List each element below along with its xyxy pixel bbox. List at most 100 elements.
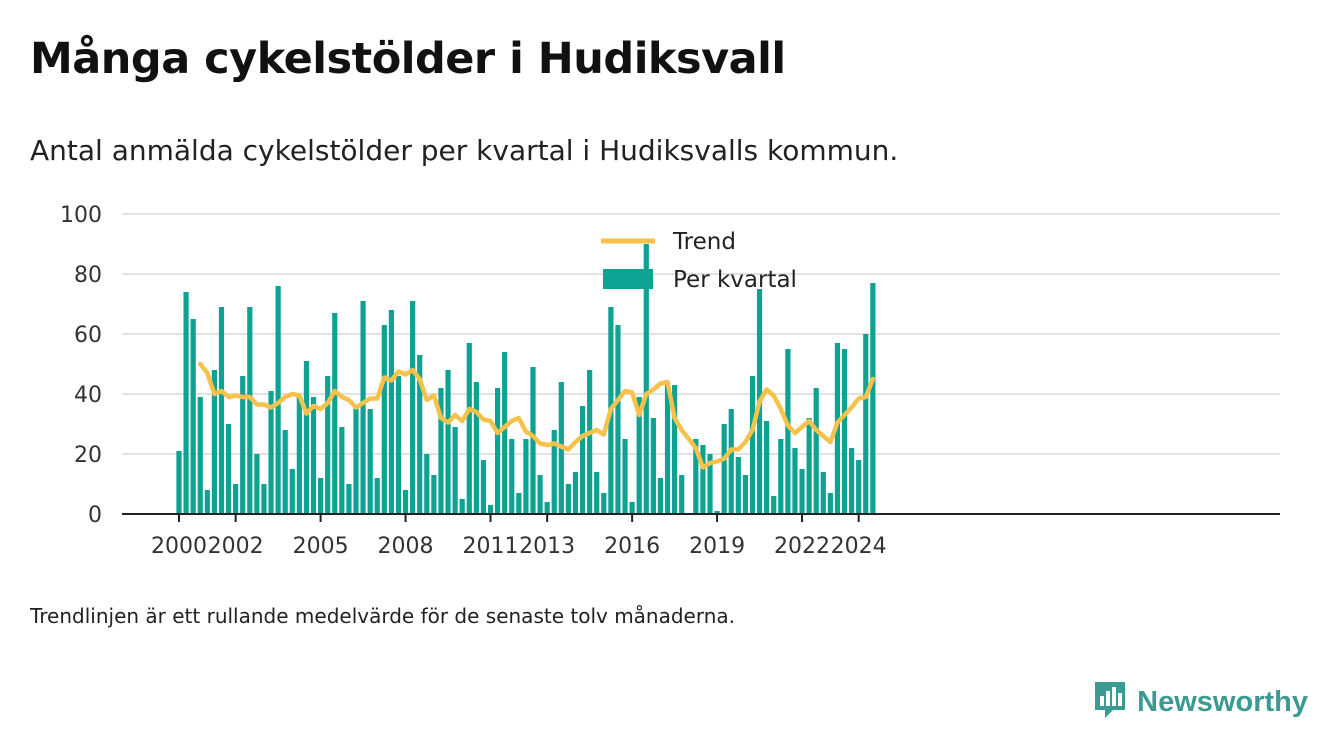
bar — [735, 457, 741, 514]
bar — [721, 424, 727, 514]
bar — [233, 484, 239, 514]
x-tick-label: 2019 — [689, 534, 745, 559]
footnote: Trendlinjen är ett rullande medelvärde f… — [30, 604, 736, 628]
x-tick-label: 2000 — [151, 534, 207, 559]
bar — [806, 418, 812, 514]
y-tick-label: 100 — [60, 203, 102, 228]
bar — [332, 313, 338, 514]
bar — [325, 376, 331, 514]
bar — [636, 397, 642, 514]
bar — [813, 388, 819, 514]
bar — [664, 382, 671, 514]
bar — [827, 493, 833, 514]
bar — [218, 307, 225, 514]
y-tick-label: 80 — [74, 263, 102, 288]
x-tick-label: 2016 — [604, 534, 660, 559]
brand-name: Newsworthy — [1137, 685, 1308, 718]
bar — [438, 388, 444, 514]
bar — [261, 484, 267, 514]
bar — [856, 460, 862, 514]
bar — [275, 286, 281, 514]
newsworthy-logo-icon — [1093, 680, 1127, 724]
legend-swatch-per-kvartal — [603, 269, 653, 289]
bar — [594, 472, 600, 514]
bar — [431, 475, 437, 514]
bar — [204, 490, 210, 514]
bar — [487, 505, 494, 514]
bar — [254, 454, 260, 514]
bar — [395, 376, 402, 514]
bar — [381, 325, 387, 514]
bar — [282, 430, 288, 514]
bar — [572, 472, 579, 514]
bar — [785, 349, 791, 514]
bar — [579, 406, 586, 514]
bar — [820, 472, 826, 514]
bar — [360, 301, 366, 514]
y-tick-label: 40 — [74, 383, 102, 408]
x-tick-label: 2013 — [519, 534, 575, 559]
bar — [778, 439, 784, 514]
bar — [303, 361, 310, 514]
bar — [402, 490, 409, 514]
bar — [764, 421, 770, 514]
bar — [417, 355, 423, 514]
bar — [410, 301, 416, 514]
bar — [495, 388, 501, 514]
y-tick-label: 60 — [74, 323, 102, 348]
brand-logo: Newsworthy — [1093, 680, 1308, 724]
x-tick-label: 2008 — [378, 534, 434, 559]
bar — [289, 469, 295, 514]
x-tick-label: 2005 — [293, 534, 349, 559]
bar — [367, 409, 373, 514]
trend-series — [197, 361, 876, 470]
bar — [629, 502, 635, 514]
x-tick-label: 2024 — [831, 534, 887, 559]
legend-label-trend: Trend — [672, 229, 736, 255]
bar — [742, 475, 748, 514]
bar — [424, 454, 430, 514]
bar — [707, 454, 713, 514]
bar — [615, 325, 621, 514]
bar — [183, 292, 189, 514]
bar — [445, 370, 451, 514]
bar — [643, 244, 649, 514]
bar — [714, 511, 720, 514]
bar — [480, 460, 487, 514]
chart-area: 0 20 40 60 80 100 2000 2002 2005 2008 2011 2013 2016… — [60, 203, 1280, 559]
x-tick-label: 2022 — [774, 534, 830, 559]
chart-subtitle: Antal anmälda cykelstölder per kvartal i… — [30, 134, 899, 167]
bar — [374, 478, 380, 514]
bar — [318, 478, 324, 514]
bar — [240, 376, 246, 514]
bar — [849, 448, 855, 514]
chart-title: Många cykelstölder i Hudiksvall — [30, 34, 786, 84]
bar — [771, 496, 777, 514]
x-tick-label: 2002 — [208, 534, 264, 559]
legend-label-per-kvartal: Per kvartal — [673, 267, 797, 293]
bar — [672, 385, 678, 514]
bar — [693, 439, 699, 514]
bar — [388, 310, 394, 514]
trend-line — [197, 361, 876, 470]
y-tick-label: 20 — [74, 443, 102, 468]
bar — [211, 370, 217, 514]
bar — [473, 382, 479, 514]
x-tick-label: 2011 — [463, 534, 519, 559]
bar — [466, 343, 472, 514]
bar — [728, 409, 734, 514]
bar — [459, 499, 465, 514]
bar — [247, 307, 253, 514]
bar — [792, 448, 798, 514]
bar — [601, 493, 607, 514]
bar — [339, 427, 345, 514]
bar-series — [176, 244, 876, 514]
bar — [530, 367, 536, 514]
bar — [537, 475, 543, 514]
bar — [523, 439, 529, 514]
bar — [622, 439, 628, 514]
bar — [502, 352, 508, 514]
bar — [509, 439, 515, 514]
bar — [516, 493, 522, 514]
bar — [650, 418, 656, 514]
